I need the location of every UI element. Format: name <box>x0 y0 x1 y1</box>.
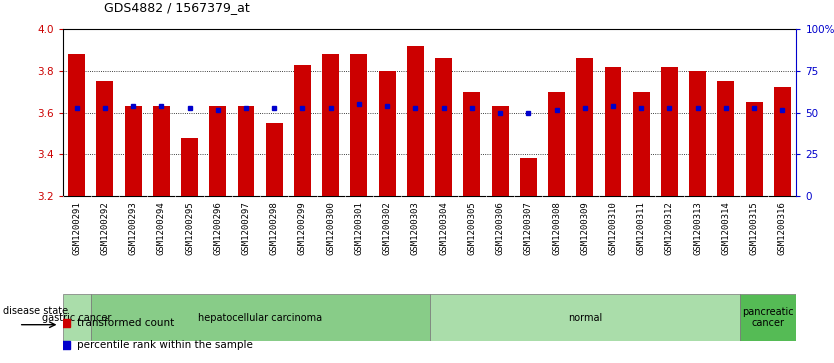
Bar <box>379 71 395 196</box>
Bar <box>97 81 113 196</box>
Text: GSM1200294: GSM1200294 <box>157 201 166 255</box>
Text: GSM1200309: GSM1200309 <box>580 201 590 255</box>
Bar <box>266 123 283 196</box>
Bar <box>746 102 762 196</box>
Text: normal: normal <box>568 313 602 323</box>
Text: GSM1200297: GSM1200297 <box>242 201 250 255</box>
Bar <box>605 67 621 196</box>
Bar <box>774 87 791 196</box>
Bar <box>209 106 226 196</box>
Text: GSM1200303: GSM1200303 <box>411 201 420 255</box>
Text: GSM1200313: GSM1200313 <box>693 201 702 255</box>
Bar <box>661 67 678 196</box>
Text: GSM1200298: GSM1200298 <box>269 201 279 255</box>
Text: GSM1200292: GSM1200292 <box>100 201 109 255</box>
Text: GDS4882 / 1567379_at: GDS4882 / 1567379_at <box>104 1 250 15</box>
Text: GSM1200308: GSM1200308 <box>552 201 561 255</box>
Text: GSM1200307: GSM1200307 <box>524 201 533 255</box>
Text: GSM1200316: GSM1200316 <box>778 201 786 255</box>
Bar <box>520 159 537 196</box>
Text: GSM1200300: GSM1200300 <box>326 201 335 255</box>
Bar <box>407 46 424 196</box>
Bar <box>464 91 480 196</box>
Text: GSM1200306: GSM1200306 <box>495 201 505 255</box>
Text: GSM1200315: GSM1200315 <box>750 201 759 255</box>
Text: pancreatic
cancer: pancreatic cancer <box>742 307 794 329</box>
Text: hepatocellular carcinoma: hepatocellular carcinoma <box>198 313 322 323</box>
Text: GSM1200310: GSM1200310 <box>609 201 617 255</box>
Text: GSM1200295: GSM1200295 <box>185 201 194 255</box>
Bar <box>576 58 593 196</box>
Text: GSM1200293: GSM1200293 <box>128 201 138 255</box>
Bar <box>689 71 706 196</box>
Bar <box>740 294 796 341</box>
Text: percentile rank within the sample: percentile rank within the sample <box>78 340 253 350</box>
Bar <box>322 54 339 196</box>
Bar <box>124 106 142 196</box>
Text: disease state: disease state <box>3 306 68 315</box>
Text: GSM1200312: GSM1200312 <box>665 201 674 255</box>
Bar <box>430 294 740 341</box>
Text: gastric cancer: gastric cancer <box>42 313 112 323</box>
Bar <box>63 294 91 341</box>
Bar <box>153 106 170 196</box>
Text: GSM1200304: GSM1200304 <box>440 201 448 255</box>
Bar <box>435 58 452 196</box>
Text: GSM1200296: GSM1200296 <box>214 201 223 255</box>
Bar <box>350 54 368 196</box>
Text: GSM1200302: GSM1200302 <box>383 201 392 255</box>
Text: GSM1200314: GSM1200314 <box>721 201 731 255</box>
Text: GSM1200311: GSM1200311 <box>636 201 646 255</box>
Bar <box>548 91 565 196</box>
Bar <box>238 106 254 196</box>
Text: GSM1200291: GSM1200291 <box>73 201 81 255</box>
Bar <box>68 54 85 196</box>
Bar <box>181 138 198 196</box>
Text: GSM1200301: GSM1200301 <box>354 201 364 255</box>
Bar <box>294 65 311 196</box>
Bar <box>717 81 735 196</box>
Bar <box>491 106 509 196</box>
Text: GSM1200305: GSM1200305 <box>467 201 476 255</box>
Bar <box>633 91 650 196</box>
Text: GSM1200299: GSM1200299 <box>298 201 307 255</box>
Bar <box>91 294 430 341</box>
Text: transformed count: transformed count <box>78 318 174 328</box>
